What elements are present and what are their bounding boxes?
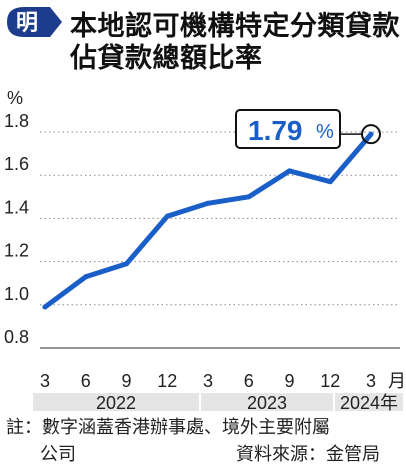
x-tick-label: 6 bbox=[244, 371, 254, 391]
year-label: 2023 bbox=[247, 393, 287, 413]
x-tick-label: 12 bbox=[320, 371, 340, 391]
y-tick-label: 1.4 bbox=[4, 197, 29, 217]
chart-title-line-1: 本地認可機構特定分類貸款 bbox=[70, 11, 400, 41]
chart-title-line-2: 佔貸款總額比率 bbox=[70, 43, 263, 73]
data-source: 資料來源：金管局 bbox=[236, 444, 380, 464]
series-line bbox=[42, 131, 374, 310]
y-tick-label: 1.2 bbox=[4, 241, 29, 261]
footnote-line-2: 公司 bbox=[40, 444, 76, 464]
x-axis-unit-label: 月 bbox=[388, 371, 406, 391]
year-label: 2024年 bbox=[340, 393, 398, 413]
newspaper-logo-icon: 明 bbox=[7, 7, 62, 37]
y-axis-unit-label: % bbox=[7, 88, 23, 108]
year-band bbox=[33, 393, 199, 411]
data-point bbox=[42, 304, 48, 310]
x-tick-label: 9 bbox=[284, 371, 294, 391]
data-point bbox=[205, 200, 211, 206]
callout-box bbox=[235, 109, 341, 149]
logo-glyph: 明 bbox=[16, 11, 38, 36]
year-label: 2022 bbox=[96, 393, 136, 413]
data-point bbox=[164, 213, 170, 219]
data-point bbox=[124, 261, 129, 267]
data-point bbox=[327, 179, 333, 185]
x-tick-label: 3 bbox=[366, 371, 376, 391]
data-point bbox=[287, 168, 292, 174]
y-tick-label: 1.0 bbox=[4, 284, 29, 304]
callout-value: 1.79 bbox=[248, 115, 303, 146]
callout-unit: % bbox=[316, 121, 334, 143]
x-tick-label: 3 bbox=[40, 371, 50, 391]
y-tick-label: 0.8 bbox=[4, 327, 29, 347]
y-tick-label: 1.8 bbox=[4, 111, 29, 131]
x-tick-label: 12 bbox=[157, 371, 177, 391]
data-point bbox=[83, 274, 89, 280]
year-band bbox=[201, 393, 333, 411]
data-point bbox=[246, 194, 252, 200]
x-tick-label: 9 bbox=[121, 371, 131, 391]
data-point bbox=[368, 131, 374, 137]
footnote-line-1: 註：數字涵蓋香港辦事處、境外主要附屬 bbox=[6, 417, 330, 437]
year-band bbox=[335, 393, 403, 411]
y-tick-label: 1.6 bbox=[4, 154, 29, 174]
x-tick-label: 6 bbox=[81, 371, 91, 391]
x-tick-label: 3 bbox=[203, 371, 213, 391]
